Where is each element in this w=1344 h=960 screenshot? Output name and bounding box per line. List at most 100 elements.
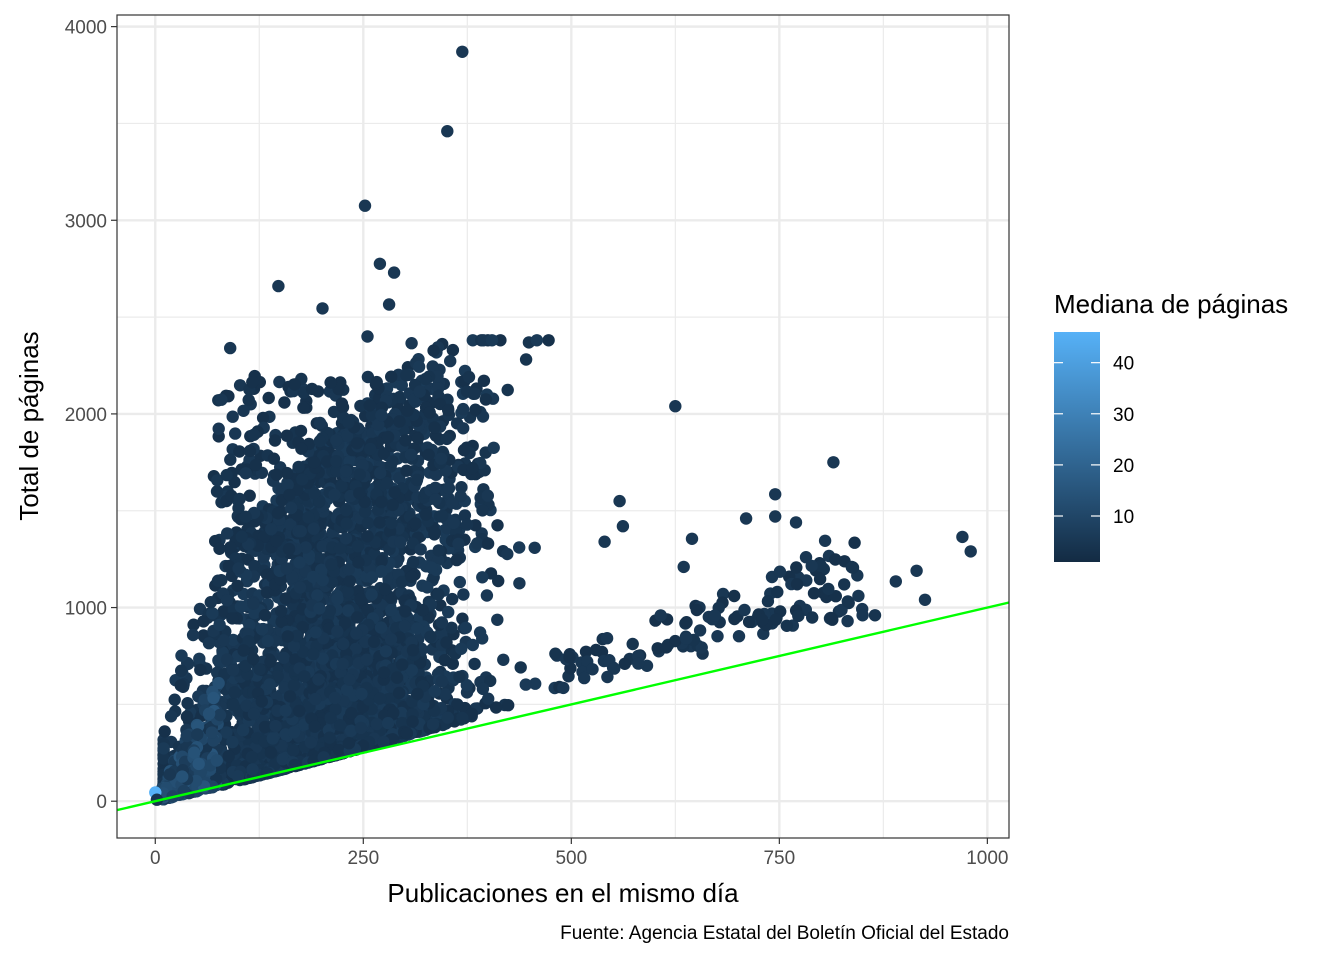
data-point — [330, 465, 343, 478]
y-tick-label: 4000 — [65, 18, 107, 39]
data-point — [350, 437, 364, 450]
data-point — [242, 635, 255, 648]
data-point — [233, 445, 246, 458]
data-point — [529, 677, 542, 690]
data-point — [813, 572, 827, 586]
data-point — [235, 530, 248, 543]
data-point — [711, 630, 724, 643]
data-point — [292, 460, 305, 474]
data-point — [476, 571, 489, 584]
data-point — [381, 716, 395, 730]
data-point — [358, 199, 372, 212]
data-point — [226, 410, 239, 423]
data-point — [501, 547, 514, 561]
data-point — [423, 406, 436, 419]
data-point — [332, 743, 346, 757]
data-point — [528, 541, 541, 554]
data-point — [237, 644, 250, 657]
data-point — [273, 375, 286, 389]
data-point — [180, 710, 194, 723]
data-point — [379, 645, 393, 658]
data-point — [278, 396, 291, 409]
data-point — [344, 724, 358, 737]
data-point — [330, 455, 343, 468]
plot-panel-border — [116, 14, 1010, 839]
data-point — [197, 615, 210, 628]
data-point — [374, 466, 387, 480]
data-point — [245, 750, 258, 764]
data-point — [425, 561, 438, 574]
data-point — [227, 698, 240, 712]
data-point — [236, 724, 250, 737]
data-point — [455, 642, 468, 655]
data-point — [426, 360, 439, 373]
data-point — [227, 633, 240, 647]
data-point — [194, 663, 207, 677]
legend-tick-label: 30 — [1113, 405, 1134, 426]
data-point — [176, 770, 189, 783]
data-point — [256, 411, 270, 425]
data-point — [660, 641, 673, 654]
data-point — [578, 671, 591, 685]
data-point — [315, 563, 328, 576]
data-point — [456, 45, 469, 58]
data-point — [441, 711, 454, 724]
data-point — [233, 379, 247, 392]
data-point — [473, 626, 487, 639]
data-point — [243, 444, 257, 458]
data-point — [411, 622, 424, 635]
data-point — [835, 603, 848, 617]
data-point — [316, 302, 329, 315]
data-point — [220, 653, 234, 666]
data-point — [429, 481, 442, 494]
data-point — [248, 606, 261, 620]
data-point — [466, 461, 479, 475]
data-point — [618, 657, 631, 670]
data-point — [247, 597, 260, 610]
data-point — [351, 611, 364, 624]
data-point — [206, 607, 219, 620]
data-point — [361, 530, 374, 543]
data-point — [477, 374, 491, 387]
data-point — [613, 494, 626, 508]
data-point — [339, 465, 353, 478]
data-point — [497, 653, 510, 666]
data-point — [345, 707, 358, 720]
data-point — [450, 553, 463, 567]
data-point — [738, 603, 751, 617]
data-point — [399, 605, 412, 618]
data-point — [323, 604, 337, 617]
data-point — [426, 718, 440, 731]
data-point — [261, 634, 274, 648]
x-tick-label: 750 — [763, 848, 795, 869]
data-point — [769, 510, 782, 523]
data-point — [387, 266, 401, 279]
data-point — [288, 378, 301, 391]
data-point — [239, 467, 252, 480]
data-point — [481, 489, 494, 502]
data-point — [669, 634, 682, 648]
data-point — [387, 706, 400, 719]
data-point — [343, 574, 357, 588]
data-point — [243, 489, 256, 502]
data-point — [453, 575, 466, 589]
data-point — [373, 516, 386, 529]
data-point — [428, 526, 442, 540]
data-point — [217, 605, 230, 618]
data-point — [440, 432, 453, 446]
data-point — [215, 393, 228, 406]
data-point — [312, 673, 325, 686]
data-point — [266, 732, 279, 745]
data-point — [459, 621, 472, 634]
data-point — [247, 707, 261, 721]
data-point — [341, 585, 354, 599]
legend-tick-label: 10 — [1113, 507, 1134, 528]
x-tick-label: 500 — [555, 848, 587, 869]
data-point — [365, 588, 378, 601]
data-point — [220, 468, 233, 482]
data-point — [440, 636, 453, 649]
data-point — [476, 682, 490, 696]
data-point — [262, 391, 275, 405]
data-point — [405, 337, 418, 350]
data-point — [231, 770, 245, 783]
